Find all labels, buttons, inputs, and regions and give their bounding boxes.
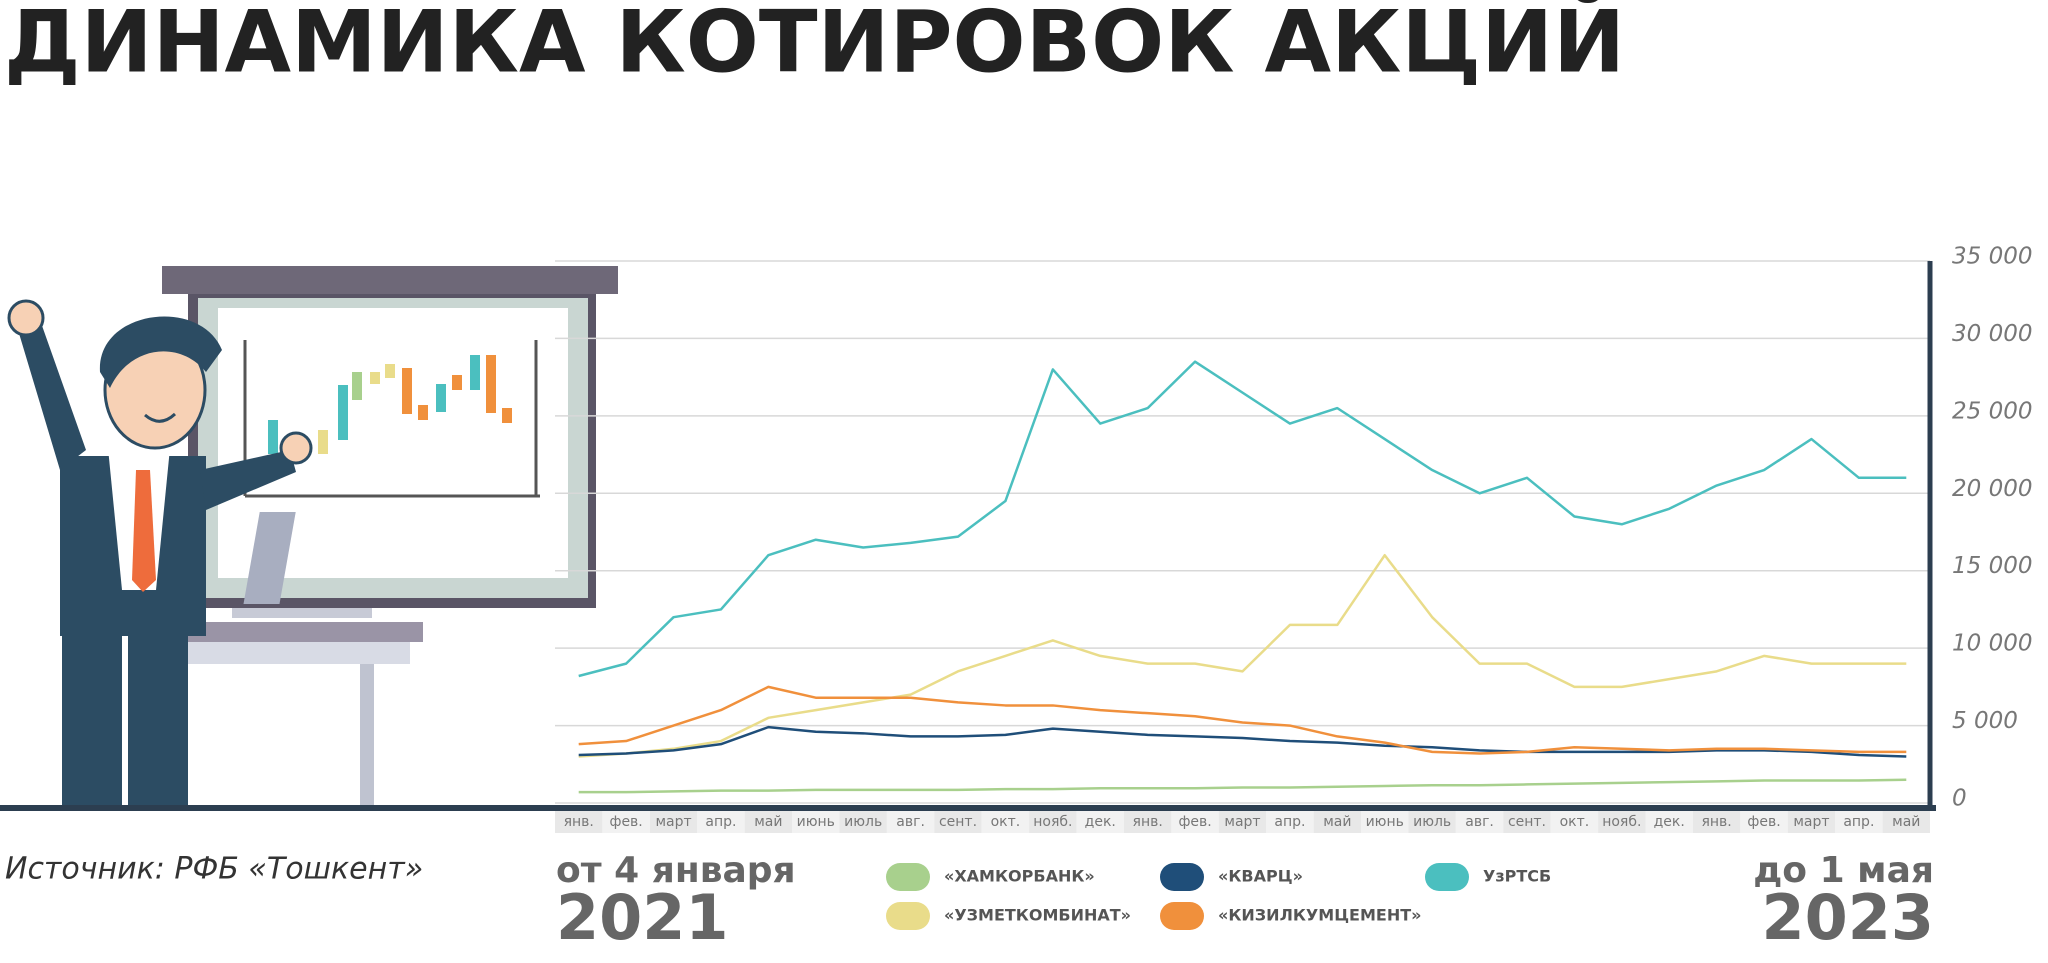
x-label-band [981,811,1030,833]
illustration [0,266,1936,811]
x-label-band [1171,811,1219,833]
x-tick-label: авг. [896,814,925,830]
legend-swatch [886,863,930,891]
chart-title: ДИНАМИКА КОТИРОВОК АКЦИЙ [4,0,1625,92]
x-label-band [1645,811,1693,833]
series-line [578,685,1907,755]
series-line [578,725,1907,758]
x-label-band [697,811,745,833]
x-tick-label: окт. [991,814,1021,830]
x-label-band [1835,811,1883,833]
y-tick-label: 10 000 [1952,631,2032,657]
period-start-year: 2021 [556,881,729,954]
x-label-band [1361,811,1409,833]
y-tick-label: 30 000 [1952,321,2032,347]
x-tick-label: апр. [1274,814,1305,830]
x-label-band [649,811,698,833]
x-label-band [1787,811,1836,833]
x-label-band [555,811,603,833]
y-tick-label: 25 000 [1952,398,2032,424]
x-label-band [1313,811,1362,833]
x-tick-label: фев. [609,814,642,830]
x-label-band [1455,811,1504,833]
period-end-year: 2023 [1761,881,1934,954]
x-label-band [792,811,840,833]
x-label-band [1076,811,1124,833]
x-label-band [1029,811,1077,833]
x-tick-label: сент. [939,814,977,830]
x-tick-label: нояб. [1602,814,1641,830]
legend-swatch [1425,863,1469,891]
x-tick-label: апр. [1843,814,1874,830]
y-tick-label: 35 000 [1952,244,2032,270]
x-label-band [1598,811,1646,833]
legend-swatch [1160,863,1204,891]
x-label-band [1882,811,1930,833]
y-tick-label: 5 000 [1952,708,2018,734]
x-label-band [1550,811,1599,833]
x-label-band [1123,811,1172,833]
source: Источник: РФБ «Тошкент» [5,852,423,887]
x-label-band [1218,811,1267,833]
x-label-band [744,811,793,833]
x-tick-label: авг. [1465,814,1494,830]
x-tick-label: апр. [705,814,736,830]
legend-label: «ХАМКОРБАНК» [944,867,1095,886]
x-label-band [1503,811,1551,833]
x-label-band [934,811,982,833]
series-line [578,360,1907,678]
y-tick-label: 0 [1952,786,1967,812]
period-start-label: от 4 января [556,850,796,891]
series-line [578,778,1907,794]
x-tick-label: фев. [1178,814,1211,830]
x-tick-label: март [1793,814,1829,830]
legend-label: «УЗМЕТКОМБИНАТ» [944,906,1131,925]
x-label-band [886,811,935,833]
x-label-band [1266,811,1314,833]
x-label-band [1740,811,1788,833]
x-tick-label: дек. [1085,814,1116,830]
x-tick-label: янв. [1133,814,1163,830]
x-tick-label: май [754,814,782,830]
x-tick-label: янв. [1701,814,1731,830]
x-tick-label: май [1323,814,1351,830]
x-label-band [1692,811,1741,833]
legend-swatch [1160,902,1204,930]
x-label-band [602,811,650,833]
y-tick-label: 20 000 [1952,476,2032,502]
x-tick-label: июнь [797,814,835,830]
x-tick-label: июль [844,814,882,830]
legend-label: «КИЗИЛКУМЦЕМЕНТ» [1218,906,1421,925]
legend-label: УзРТСБ [1483,867,1551,886]
x-tick-label: нояб. [1033,814,1072,830]
x-tick-label: сент. [1508,814,1546,830]
x-label-band [1408,811,1456,833]
x-tick-label: март [655,814,691,830]
x-tick-label: окт. [1560,814,1590,830]
x-tick-label: фев. [1747,814,1780,830]
x-tick-label: дек. [1654,814,1685,830]
x-tick-label: июнь [1366,814,1404,830]
series-line [578,553,1907,758]
x-tick-label: июль [1413,814,1451,830]
x-label-band [839,811,887,833]
y-tick-label: 15 000 [1952,553,2032,579]
x-tick-label: янв. [564,814,594,830]
x-tick-label: март [1224,814,1260,830]
period-end-label: до 1 мая [1753,850,1934,891]
legend-swatch [886,902,930,930]
x-tick-label: май [1892,814,1920,830]
legend-label: «КВАРЦ» [1218,867,1303,886]
